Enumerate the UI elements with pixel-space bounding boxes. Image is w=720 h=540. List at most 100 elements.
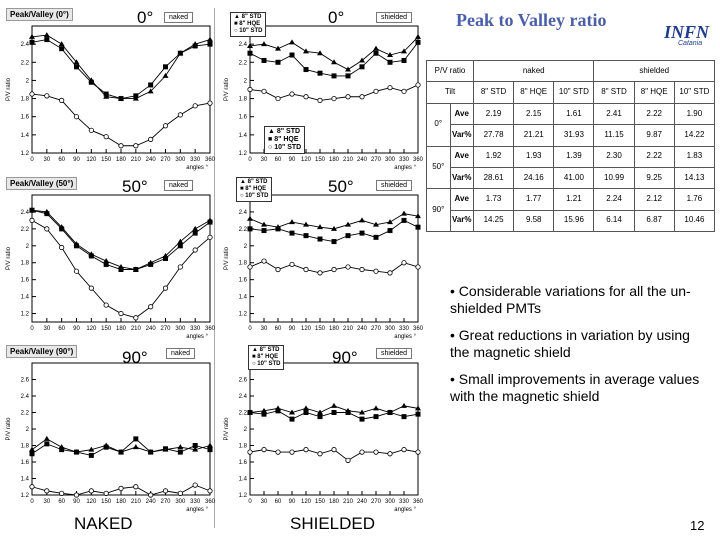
data-point [118, 96, 124, 102]
data-point [303, 405, 309, 411]
legend-entry: ○ 10" STD [240, 193, 269, 199]
data-point [331, 73, 337, 79]
x-tick-label: 120 [86, 326, 97, 332]
x-tick-label: 0 [248, 326, 252, 332]
table-cell: 41.00 [553, 166, 595, 190]
x-tick-label: 60 [275, 326, 282, 332]
chart-svg: 1.2 1.4 1.6 1.8 2 2.2 2.4 0 30 60 90 120 150 180 210 24… [6, 194, 216, 340]
data-point [192, 446, 199, 452]
y-tick-label: 1.4 [239, 295, 248, 301]
y-tick-label: 1.2 [239, 151, 248, 157]
data-point [103, 134, 109, 140]
y-tick-label: 1.6 [21, 278, 30, 284]
x-tick-label: 270 [160, 326, 171, 332]
x-tick-label: 30 [261, 326, 268, 332]
y-tick-label: 1.8 [21, 444, 30, 450]
column-header: 8" HQE [633, 81, 675, 104]
x-tick-label: 90 [73, 499, 80, 505]
legend-entry: ○ 10" STD [252, 361, 281, 367]
data-point [148, 304, 154, 310]
legend-entry: ■ 8" HQE [252, 354, 279, 360]
data-point [29, 33, 35, 39]
series-circle [29, 482, 213, 498]
x-tick-label: 240 [146, 326, 157, 332]
table-header-row: P/V ratio naked shielded [426, 59, 715, 83]
x-tick-label: 90 [289, 157, 296, 163]
x-tick-label: 30 [261, 157, 268, 163]
angle-label: 50° [122, 177, 148, 196]
y-tick-label: 2.2 [21, 411, 30, 417]
y-tick-label: 1.2 [21, 151, 30, 157]
data-point [207, 442, 213, 448]
data-point [162, 488, 169, 494]
table-cell: 14.22 [673, 124, 716, 147]
x-tick-label: 150 [315, 499, 326, 505]
table-cell: 14.13 [673, 166, 716, 190]
x-tick-label: 150 [315, 326, 326, 332]
x-tick-label: 240 [357, 499, 368, 505]
y-tick-label: 2.2 [239, 60, 248, 66]
data-point [373, 405, 379, 411]
x-tick-label: 270 [371, 499, 382, 505]
table-cell: 9.58 [513, 209, 555, 233]
legend: ▲ 8" STD ■ 8" HQE ○ 10" STD [236, 177, 273, 202]
x-tick-label: 120 [301, 326, 312, 332]
data-point [261, 407, 267, 413]
chart-tag: naked [164, 180, 194, 191]
data-point [192, 103, 198, 109]
data-point [261, 258, 267, 264]
data-point [247, 50, 253, 56]
x-tick-label: 180 [329, 326, 340, 332]
x-tick-label: 150 [101, 157, 112, 163]
y-tick-label: 2.2 [21, 60, 30, 66]
data-point [162, 123, 169, 129]
table-cell: 6.14 [593, 209, 635, 233]
data-point [303, 233, 309, 239]
series-square [29, 207, 213, 273]
x-tick-label: 240 [357, 326, 368, 332]
data-point [44, 488, 50, 494]
data-point [289, 416, 295, 422]
data-point [303, 48, 309, 54]
data-point [261, 228, 267, 234]
x-tick-label: 120 [301, 157, 312, 163]
stat-label: Var% [449, 124, 474, 147]
column-header: 8" HQE [513, 81, 555, 104]
tilt-cell: 50° [426, 145, 451, 190]
plot-frame [31, 25, 211, 154]
x-tick-label: 360 [205, 157, 216, 163]
y-tick-label: 2.4 [21, 210, 30, 216]
chart-naked-90: 1.2 1.4 1.6 1.8 2 2.2 2.4 2.6 0 30 60 90 120 150 180 21… [4, 343, 216, 513]
data-point [261, 88, 267, 94]
data-point [44, 37, 50, 43]
data-point [103, 91, 109, 97]
data-point [73, 268, 80, 274]
legend-entry: ■ 8" HQE [268, 136, 299, 143]
shielded-column-label: SHIELDED [290, 514, 376, 533]
x-tick-label: 210 [131, 326, 142, 332]
data-point [415, 405, 421, 411]
x-tick-label: 240 [357, 157, 368, 163]
series-circle [29, 91, 213, 149]
data-point [59, 226, 65, 232]
data-point [73, 59, 80, 65]
chart-title: Peak/Valley (90°) [6, 345, 78, 358]
table-cell: 1.92 [472, 145, 515, 168]
data-point [43, 435, 50, 441]
data-point [44, 441, 50, 447]
data-point [118, 449, 124, 455]
data-point [373, 221, 379, 227]
y-tick-label: 2 [244, 427, 248, 433]
x-tick-label: 300 [175, 326, 186, 332]
data-point [345, 66, 351, 72]
series-triangle [247, 33, 421, 72]
data-point [192, 230, 198, 236]
x-tick-label: 60 [58, 157, 65, 163]
chart-tag: shielded [376, 348, 413, 359]
chart-tag: shielded [376, 12, 413, 23]
data-point [387, 59, 393, 65]
x-tick-label: 210 [131, 157, 142, 163]
data-point [29, 91, 35, 97]
x-tick-label: 300 [175, 499, 186, 505]
x-tick-label: 330 [190, 499, 201, 505]
